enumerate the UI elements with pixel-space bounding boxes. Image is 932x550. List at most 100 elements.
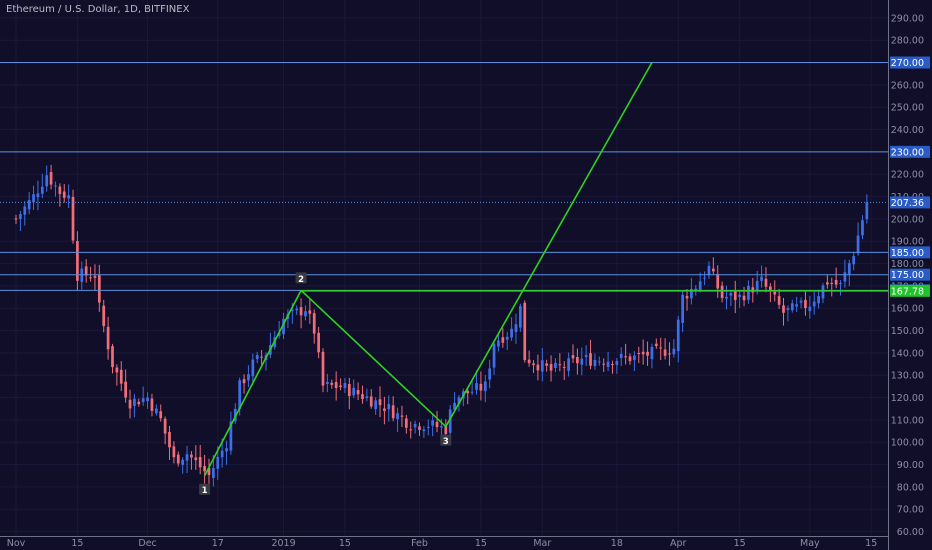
candle-up [808, 306, 812, 312]
x-tick-label: 15 [865, 538, 877, 549]
candle-down [115, 367, 119, 373]
candle-up [277, 332, 281, 336]
candle-down [321, 351, 325, 386]
candle-up [847, 263, 851, 275]
candle-down [659, 347, 663, 349]
candle-down [435, 421, 439, 428]
y-tick-label: 200.00 [891, 214, 924, 225]
candle-down [602, 363, 606, 365]
candle-up [23, 206, 27, 215]
candle-up [698, 281, 702, 291]
candle-down [804, 299, 807, 309]
candle-up [799, 300, 803, 303]
candle-up [597, 361, 601, 363]
candle-down [119, 369, 123, 384]
candle-up [760, 276, 763, 281]
candle-up [729, 293, 733, 296]
candle-up [812, 301, 816, 307]
candle-down [523, 302, 527, 361]
candle-down [71, 197, 75, 241]
candle-up [216, 456, 220, 469]
y-tick-label: 290.00 [891, 13, 924, 24]
candle-down [685, 296, 689, 299]
candle-up [251, 359, 255, 377]
candle-down [203, 465, 206, 472]
x-tick-label: 18 [611, 538, 623, 549]
candle-down [418, 426, 421, 430]
candle-down [611, 363, 614, 365]
candle-up [247, 374, 250, 381]
candle-down [404, 418, 408, 428]
candle-down [768, 286, 772, 292]
candle-down [111, 346, 114, 368]
candle-up [650, 346, 654, 360]
candle-down [536, 364, 540, 371]
candle-down [391, 405, 395, 419]
pattern-line [203, 289, 302, 477]
candle-down [782, 305, 785, 313]
candle-up [852, 256, 856, 265]
candle-down [826, 282, 829, 285]
candle-down [654, 343, 658, 346]
candle-up [725, 296, 728, 299]
candle-up [146, 397, 149, 402]
x-tick-label: Apr [670, 538, 687, 549]
candle-up [27, 200, 31, 210]
candle-down [400, 415, 404, 417]
x-tick-label: May [800, 538, 820, 549]
y-tick-label: 140.00 [891, 348, 924, 359]
candle-up [396, 413, 399, 420]
candle-down [589, 353, 592, 366]
y-tick-label: 80.00 [897, 482, 924, 493]
level-price-tag-text: 270.00 [891, 58, 924, 69]
candle-down [97, 275, 101, 303]
candle-up [36, 193, 40, 198]
candle-up [32, 194, 35, 203]
candle-down [317, 332, 320, 353]
candle-down [106, 326, 110, 350]
candle-up [567, 358, 570, 371]
candle-down [624, 356, 627, 358]
candle-down [562, 366, 566, 368]
candle-up [676, 319, 680, 352]
candle-up [790, 303, 794, 311]
candle-down [334, 382, 338, 389]
candle-up [690, 288, 693, 299]
candle-down [150, 398, 154, 411]
candle-up [633, 355, 636, 361]
candle-down [339, 385, 342, 388]
candle-up [865, 202, 869, 220]
y-tick-label: 150.00 [891, 326, 924, 337]
candle-up [141, 398, 145, 402]
candle-down [312, 313, 316, 334]
x-tick-label: 17 [212, 538, 224, 549]
candle-up [861, 220, 864, 236]
y-tick-label: 190.00 [891, 237, 924, 248]
candle-up [817, 296, 820, 304]
candle-up [212, 468, 215, 478]
candle-up [519, 306, 522, 328]
x-tick-label: 15 [475, 538, 487, 549]
candle-down [361, 394, 364, 400]
y-tick-label: 250.00 [891, 103, 924, 114]
candle-up [426, 426, 430, 428]
candle-down [84, 266, 88, 276]
candle-up [457, 397, 461, 405]
candle-down [124, 381, 128, 398]
candle-down [159, 411, 163, 419]
projection-line [445, 62, 653, 427]
candle-down [62, 191, 66, 198]
candle-down [93, 276, 97, 278]
candle-up [67, 195, 70, 199]
candle-down [242, 379, 246, 384]
candle-up [580, 358, 584, 365]
candle-up [497, 340, 500, 347]
candle-up [326, 381, 329, 384]
candle-down [190, 454, 193, 458]
candle-down [378, 399, 382, 406]
candle-up [238, 380, 242, 409]
candle-down [58, 186, 62, 195]
candle-up [448, 409, 452, 433]
level-price-tag-text: 175.00 [891, 270, 924, 281]
